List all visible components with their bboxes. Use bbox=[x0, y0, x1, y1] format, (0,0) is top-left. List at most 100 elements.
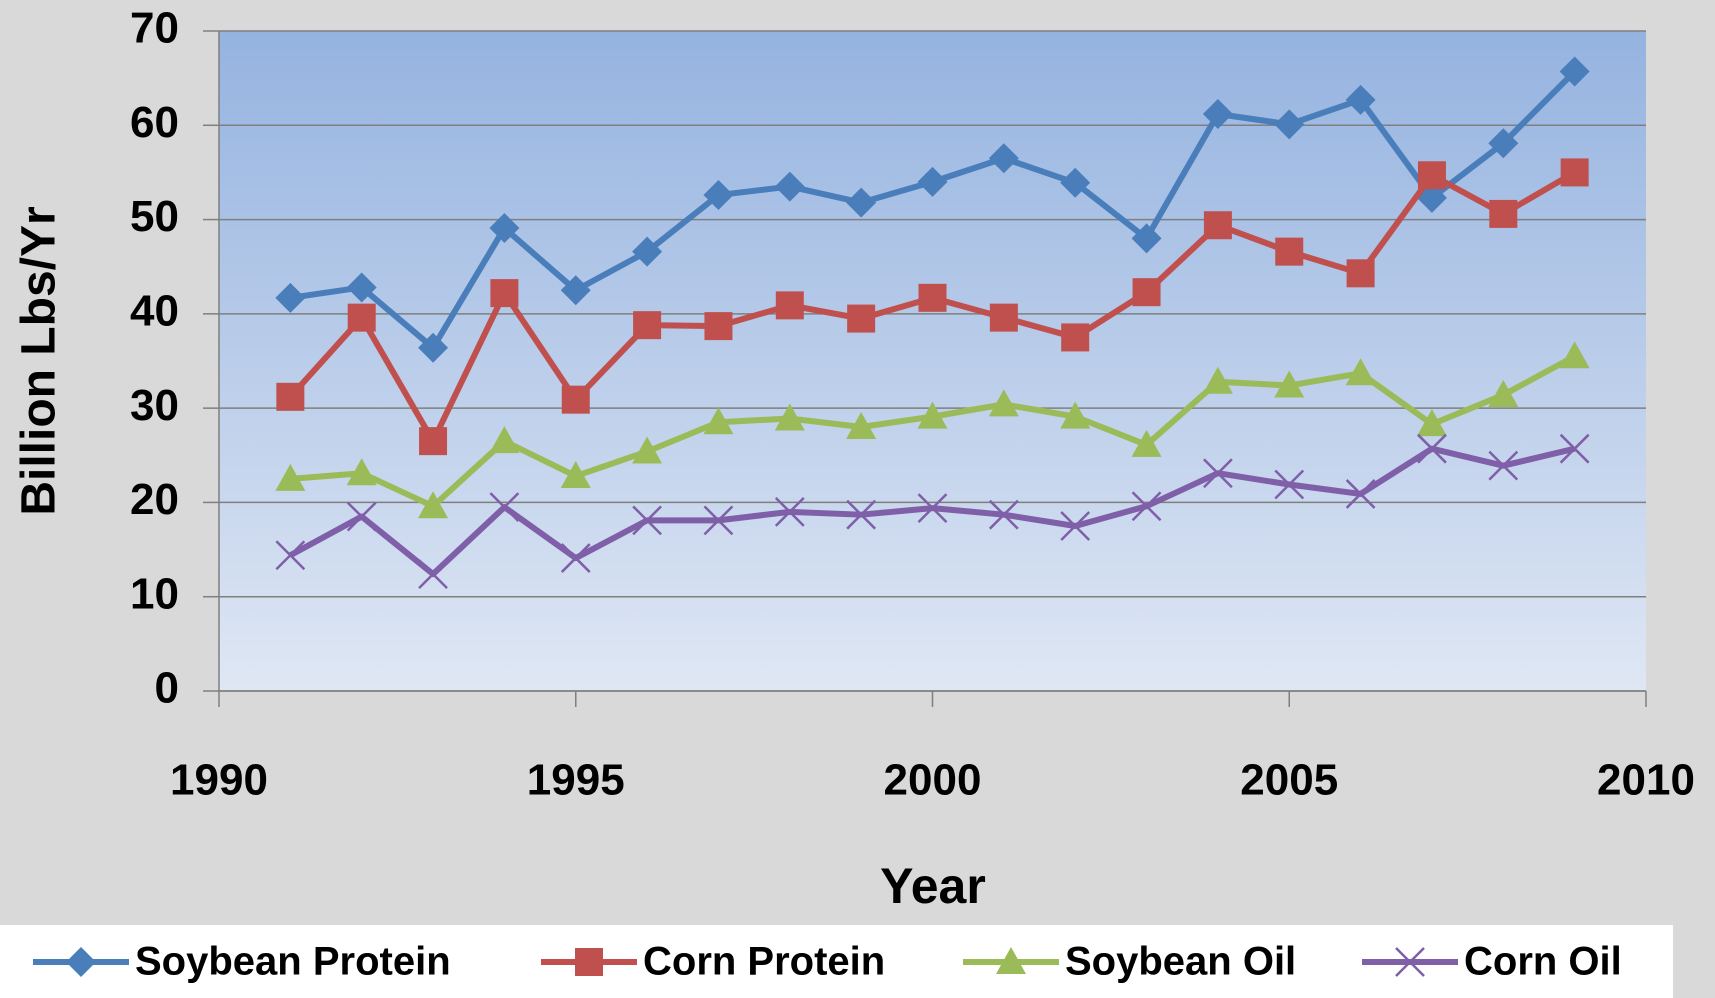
y-tick-label: 10 bbox=[130, 569, 179, 618]
marker bbox=[1488, 128, 1519, 159]
marker bbox=[275, 540, 306, 571]
marker bbox=[561, 385, 590, 414]
marker bbox=[1560, 158, 1589, 187]
marker bbox=[1416, 409, 1447, 437]
marker bbox=[704, 312, 733, 341]
x-tick-label: 2005 bbox=[1240, 756, 1338, 805]
marker bbox=[1131, 223, 1162, 254]
marker bbox=[846, 187, 877, 218]
y-tick-label: 30 bbox=[130, 381, 179, 430]
marker bbox=[1060, 511, 1091, 541]
marker bbox=[1395, 947, 1425, 977]
marker bbox=[1274, 469, 1305, 500]
y-tick-label: 70 bbox=[130, 4, 179, 53]
marker bbox=[632, 236, 663, 267]
marker bbox=[847, 304, 876, 333]
marker bbox=[1417, 161, 1446, 190]
marker bbox=[988, 389, 1019, 417]
marker bbox=[917, 493, 948, 523]
marker bbox=[1203, 211, 1232, 240]
marker bbox=[703, 505, 734, 536]
marker bbox=[996, 947, 1026, 974]
legend-label: Corn Oil bbox=[1464, 940, 1622, 984]
x-tick-label: 2000 bbox=[884, 756, 982, 805]
y-tick-label: 20 bbox=[130, 475, 179, 524]
marker bbox=[989, 303, 1018, 332]
marker bbox=[918, 283, 947, 312]
marker bbox=[560, 543, 591, 573]
marker bbox=[917, 401, 948, 429]
marker bbox=[347, 303, 376, 332]
marker bbox=[489, 492, 520, 523]
marker bbox=[1132, 278, 1161, 307]
marker bbox=[988, 499, 1019, 530]
marker bbox=[489, 213, 520, 244]
x-tick-label: 2010 bbox=[1597, 756, 1695, 805]
marker bbox=[1559, 433, 1590, 464]
marker bbox=[774, 171, 805, 202]
marker bbox=[560, 275, 591, 306]
marker bbox=[632, 505, 662, 536]
marker bbox=[703, 180, 734, 211]
marker bbox=[1131, 429, 1162, 457]
marker bbox=[917, 166, 948, 197]
marker bbox=[775, 291, 804, 320]
x-axis-label: Year bbox=[880, 858, 986, 914]
marker bbox=[1345, 479, 1376, 509]
marker bbox=[1202, 98, 1233, 129]
marker bbox=[1274, 109, 1305, 140]
marker bbox=[1489, 199, 1518, 228]
y-tick-label: 50 bbox=[130, 192, 179, 241]
marker bbox=[1559, 56, 1590, 87]
plot-area bbox=[219, 31, 1646, 691]
marker bbox=[346, 272, 377, 303]
marker bbox=[1417, 433, 1447, 464]
marker bbox=[1488, 379, 1519, 407]
marker bbox=[1274, 370, 1305, 398]
marker bbox=[418, 559, 448, 589]
marker bbox=[418, 491, 449, 519]
marker bbox=[632, 436, 663, 464]
marker bbox=[275, 463, 306, 491]
x-tick-label: 1990 bbox=[170, 756, 268, 805]
marker bbox=[1061, 323, 1090, 352]
legend-label: Corn Protein bbox=[643, 940, 885, 984]
y-tick-label: 0 bbox=[155, 664, 179, 713]
legend-label: Soybean Protein bbox=[135, 940, 451, 984]
marker bbox=[703, 407, 734, 435]
marker bbox=[846, 499, 877, 530]
y-axis-label: Billion Lbs/Yr bbox=[13, 206, 66, 515]
marker bbox=[275, 282, 306, 313]
marker bbox=[1060, 401, 1091, 429]
y-tick-label: 40 bbox=[130, 286, 179, 335]
marker bbox=[1202, 366, 1233, 394]
marker bbox=[1345, 358, 1376, 386]
marker bbox=[1346, 259, 1375, 288]
marker bbox=[774, 403, 805, 431]
marker bbox=[419, 427, 448, 456]
marker bbox=[774, 496, 805, 527]
marker bbox=[489, 426, 520, 454]
y-tick-label: 60 bbox=[130, 98, 179, 147]
marker bbox=[1275, 237, 1304, 266]
legend-label: Soybean Oil bbox=[1065, 940, 1296, 984]
x-tick-label: 1995 bbox=[527, 756, 625, 805]
marker bbox=[988, 143, 1019, 174]
marker bbox=[418, 332, 449, 363]
marker bbox=[1488, 450, 1519, 481]
marker bbox=[1559, 341, 1590, 369]
marker bbox=[490, 279, 519, 308]
marker bbox=[346, 458, 377, 486]
marker bbox=[346, 501, 377, 532]
marker bbox=[1203, 458, 1233, 489]
marker bbox=[1345, 84, 1376, 115]
marker bbox=[846, 412, 877, 439]
marker bbox=[560, 461, 591, 489]
marker bbox=[633, 311, 662, 340]
marker bbox=[66, 947, 96, 977]
marker bbox=[575, 948, 603, 976]
marker bbox=[1060, 167, 1091, 198]
marker bbox=[1131, 491, 1162, 522]
marker bbox=[276, 382, 305, 411]
